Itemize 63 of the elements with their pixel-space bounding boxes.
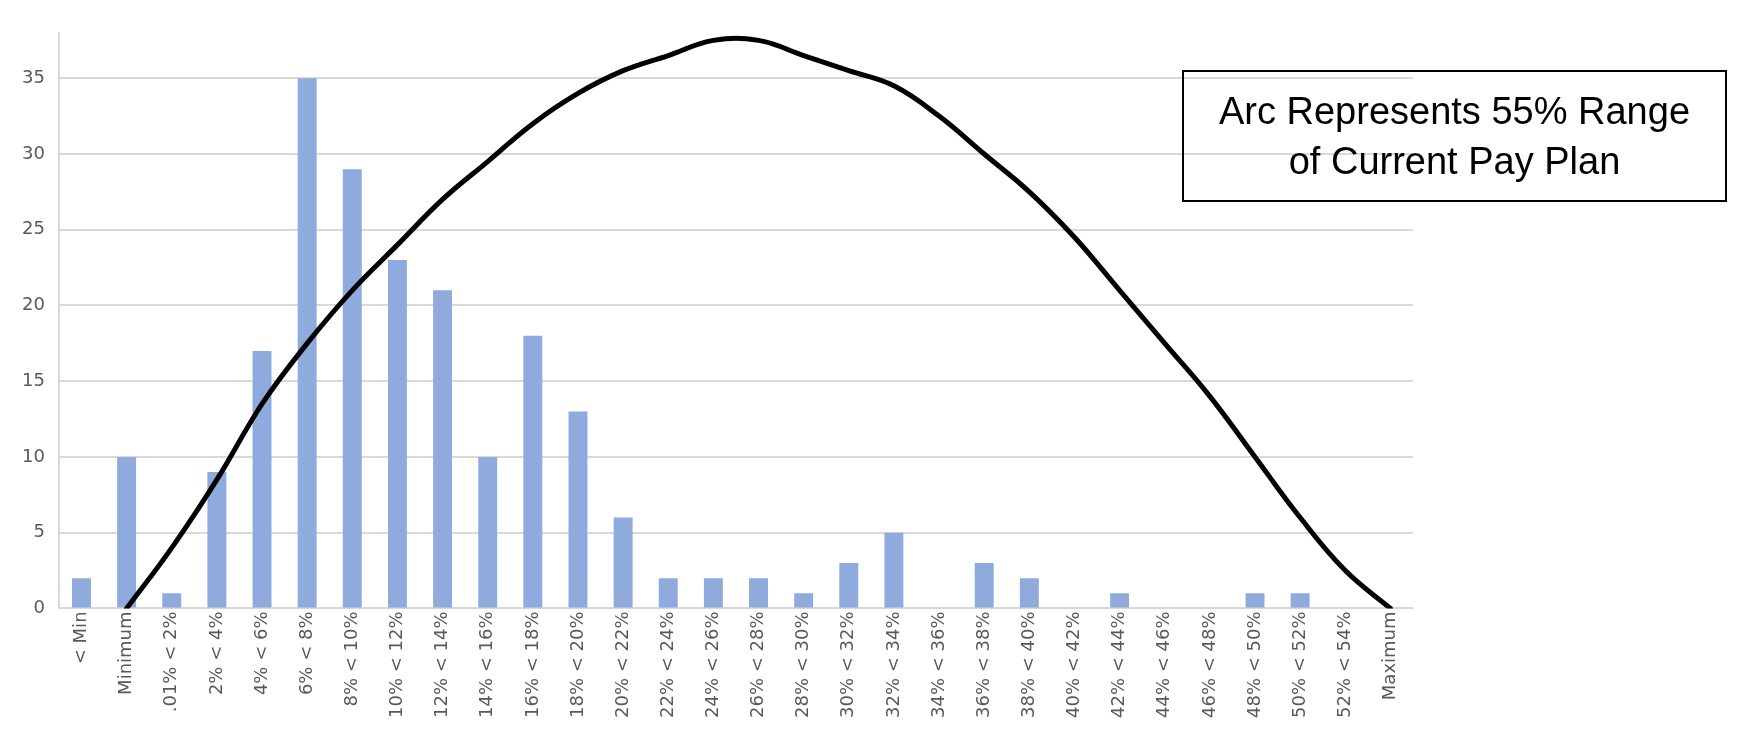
x-tick-label: 22% < 24% [655,611,677,719]
x-tick-label: 10% < 12% [385,611,407,719]
bar [117,456,137,608]
bar [478,456,498,608]
x-tick-label: 30% < 32% [836,611,858,719]
bar [1245,593,1265,608]
bar [71,578,91,608]
bar [1019,578,1039,608]
x-tick-label: 44% < 46% [1152,611,1174,719]
y-tick-label: 35 [22,65,45,87]
x-tick-label: 18% < 20% [565,611,587,719]
y-tick-label: 5 [33,520,45,542]
bar [342,169,362,608]
x-tick-label: 6% < 8% [294,611,316,696]
bar [794,593,814,608]
bar [839,563,859,608]
x-tick-label: .01% < 2% [159,611,181,713]
bar [297,78,317,608]
x-tick-label: 32% < 34% [881,611,903,719]
bar [568,411,588,608]
bar [613,517,633,608]
bar [387,260,407,608]
x-tick-label: < Min [69,611,91,665]
x-tick-label: 20% < 22% [610,611,632,719]
x-tick-label: 48% < 50% [1242,611,1264,719]
x-tick-label: 36% < 38% [971,611,993,719]
bar [658,578,678,608]
bar [974,563,994,608]
bar [1110,593,1130,608]
bar [884,532,904,608]
x-tick-label: 12% < 14% [430,611,452,719]
bar [1290,593,1310,608]
y-tick-label: 20 [22,293,45,315]
x-tick-label: 4% < 6% [249,611,271,696]
x-tick-label: 34% < 36% [926,611,948,719]
x-tick-label: 46% < 48% [1197,611,1219,719]
x-tick-label: 24% < 26% [701,611,723,719]
x-tick-label: 14% < 16% [475,611,497,719]
bar [703,578,723,608]
bar [433,290,453,608]
x-tick-label: Maximum [1378,611,1400,701]
bar [749,578,768,608]
y-tick-label: 0 [33,596,45,618]
x-tick-label: 50% < 52% [1287,611,1309,719]
x-tick-label: 52% < 54% [1332,611,1354,719]
bar [523,335,543,608]
x-tick-label: 16% < 18% [520,611,542,719]
bar [207,472,227,608]
bar [252,350,272,608]
bar [162,593,182,608]
x-tick-label: 2% < 4% [204,611,226,696]
x-tick-label: Minimum [114,611,136,695]
x-tick-label: 26% < 28% [746,611,768,719]
y-tick-label: 10 [22,444,45,466]
y-tick-label: 25 [22,217,45,239]
annotation: Arc Represents 55% Range of Current Pay Plan [1182,70,1727,202]
x-tick-label: 40% < 42% [1062,611,1084,719]
y-tick-label: 15 [22,368,45,390]
x-tick-label: 38% < 40% [1017,611,1039,719]
x-tick-label: 28% < 30% [791,611,813,719]
y-tick-label: 30 [22,141,45,163]
x-tick-label: 42% < 44% [1107,611,1129,719]
x-tick-label: 8% < 10% [339,611,361,707]
